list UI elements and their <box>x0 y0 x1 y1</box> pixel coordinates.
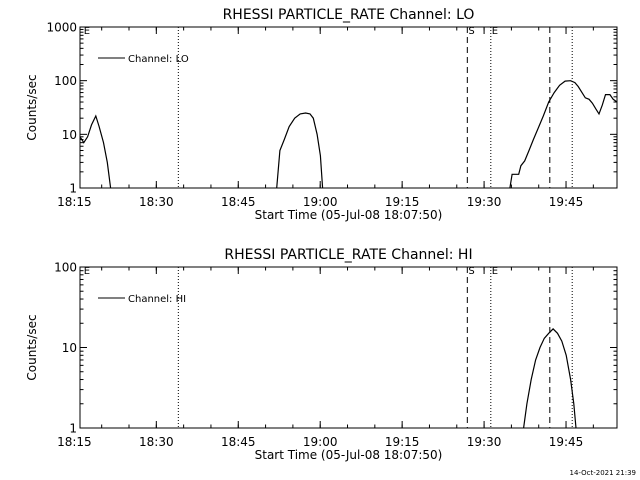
y-tick-label: 1000 <box>46 21 77 35</box>
x-tick-label: 19:45 <box>549 435 584 449</box>
marker-label: E <box>492 26 498 37</box>
x-tick-label: 19:00 <box>303 435 338 449</box>
x-tick-label: 18:30 <box>139 195 174 209</box>
y-axis-label: Counts/sec <box>25 314 39 380</box>
x-tick-label: 19:30 <box>467 435 502 449</box>
x-tick-label: 19:45 <box>549 195 584 209</box>
legend-label: Channel: LO <box>128 54 189 65</box>
y-tick-label: 100 <box>54 74 77 88</box>
chart-panel-1: RHESSI PARTICLE_RATE Channel: LO Counts/s… <box>25 7 618 222</box>
marker-label: S <box>468 26 474 37</box>
plot-frame <box>79 26 618 189</box>
y-tick-label: 1 <box>69 422 77 436</box>
marker-label: E <box>84 26 90 37</box>
y-tick-label: 10 <box>62 341 77 355</box>
chart-title: RHESSI PARTICLE_RATE Channel: LO <box>223 7 475 23</box>
x-tick-label: 18:15 <box>57 195 92 209</box>
series-line <box>509 80 617 188</box>
y-tick-label: 100 <box>54 261 77 275</box>
x-tick-label: 18:30 <box>139 435 174 449</box>
y-axis-label: Counts/sec <box>25 74 39 140</box>
marker-label: E <box>84 266 90 277</box>
series-line <box>80 114 112 188</box>
chart-title: RHESSI PARTICLE_RATE Channel: HI <box>224 247 472 263</box>
x-tick-label: 18:45 <box>221 195 256 209</box>
x-axis-label: Start Time (05-Jul-08 18:07:50) <box>255 208 443 222</box>
series-line <box>276 112 324 188</box>
chart-panel-2: RHESSI PARTICLE_RATE Channel: HI Counts/s… <box>25 247 618 462</box>
marker-label: S <box>468 266 474 277</box>
x-tick-label: 19:30 <box>467 195 502 209</box>
y-tick-label: 10 <box>62 128 77 142</box>
x-tick-label: 19:15 <box>385 195 420 209</box>
x-tick-label: 19:15 <box>385 435 420 449</box>
x-axis-label: Start Time (05-Jul-08 18:07:50) <box>255 448 443 462</box>
marker-label: E <box>492 266 498 277</box>
series-line <box>523 328 577 428</box>
legend-label: Channel: HI <box>128 294 186 305</box>
y-tick-label: 1 <box>69 182 77 196</box>
footer-timestamp: 14-Oct-2021 21:39 <box>570 469 636 477</box>
x-tick-label: 18:45 <box>221 435 256 449</box>
plot-frame <box>79 266 618 429</box>
x-tick-label: 19:00 <box>303 195 338 209</box>
x-tick-label: 18:15 <box>57 435 92 449</box>
